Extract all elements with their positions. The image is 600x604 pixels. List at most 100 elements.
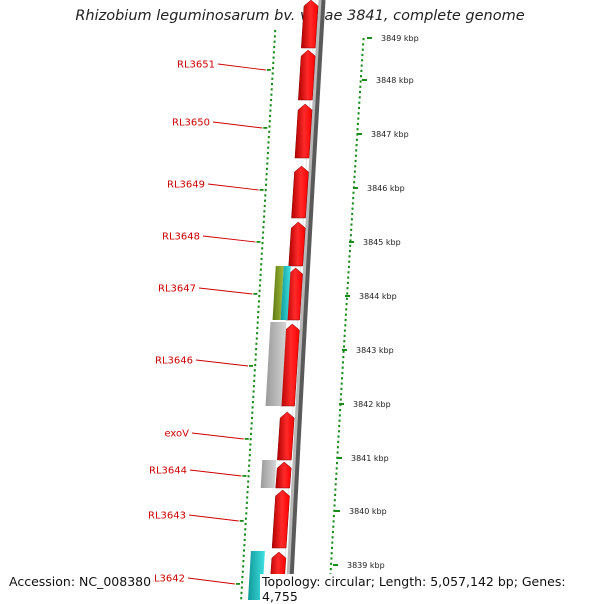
gc-dot bbox=[266, 168, 268, 170]
gc-dot bbox=[352, 197, 354, 199]
forward-cds-arrow bbox=[295, 104, 312, 158]
gene-tick bbox=[242, 475, 246, 477]
gc-dot bbox=[242, 565, 244, 567]
kbp-tick bbox=[345, 295, 350, 297]
gc-dot bbox=[274, 41, 276, 43]
kbp-label: 3839 kbp bbox=[347, 561, 385, 570]
forward-cds-arrow bbox=[277, 412, 294, 460]
gc-dot bbox=[241, 587, 243, 589]
gc-dot bbox=[267, 157, 269, 159]
gc-dot bbox=[360, 75, 362, 77]
gc-dot bbox=[257, 322, 259, 324]
gc-dot bbox=[355, 155, 357, 157]
forward-cds-arrow bbox=[301, 0, 318, 48]
gc-dot bbox=[259, 284, 261, 286]
gc-dot bbox=[332, 531, 334, 533]
forward-cds-arrow bbox=[289, 222, 306, 266]
gc-dot bbox=[247, 491, 249, 493]
gc-dot bbox=[257, 316, 259, 318]
gc-dot bbox=[259, 290, 261, 292]
gc-dot bbox=[251, 412, 253, 414]
gc-dot bbox=[331, 542, 333, 544]
gc-dot bbox=[357, 123, 359, 125]
gc-dot bbox=[243, 555, 245, 557]
forward-cds-arrow bbox=[298, 50, 315, 100]
gc-dot bbox=[343, 340, 345, 342]
gc-dot bbox=[356, 139, 358, 141]
gc-dot bbox=[245, 518, 247, 520]
gc-dot bbox=[270, 104, 272, 106]
gc-dot bbox=[244, 528, 246, 530]
gc-dot bbox=[245, 512, 247, 514]
kbp-tick bbox=[339, 403, 344, 405]
gc-dot bbox=[345, 314, 347, 316]
gc-dot bbox=[346, 292, 348, 294]
gc-dot bbox=[332, 526, 334, 528]
gc-dot bbox=[332, 536, 334, 538]
kbp-label: 3840 kbp bbox=[349, 507, 387, 516]
gc-dot bbox=[339, 409, 341, 411]
gc-dot bbox=[252, 406, 254, 408]
gc-dot bbox=[355, 160, 357, 162]
gc-dot bbox=[250, 438, 252, 440]
gc-dot bbox=[263, 216, 265, 218]
gc-dot bbox=[261, 247, 263, 249]
kbp-tick bbox=[349, 241, 354, 243]
kbp-label: 3841 kbp bbox=[351, 454, 389, 463]
gc-dot bbox=[242, 560, 244, 562]
gc-dot bbox=[258, 300, 260, 302]
gc-dot bbox=[266, 163, 268, 165]
gc-dot bbox=[250, 428, 252, 430]
gene-label: RL3649 bbox=[167, 180, 205, 191]
gc-dot bbox=[258, 295, 260, 297]
leader-line bbox=[190, 470, 241, 476]
gc-dot bbox=[345, 308, 347, 310]
leader-line bbox=[208, 184, 259, 190]
gc-dot bbox=[331, 547, 333, 549]
gc-dot bbox=[345, 319, 347, 321]
gc-dot bbox=[361, 59, 363, 61]
gc-dot bbox=[274, 35, 276, 37]
gene-tick bbox=[245, 438, 249, 440]
leader-line bbox=[203, 236, 255, 242]
gc-dot bbox=[336, 467, 338, 469]
kbp-label: 3845 kbp bbox=[363, 238, 401, 247]
gc-dot bbox=[256, 337, 258, 339]
gc-dot bbox=[265, 184, 267, 186]
gc-dot bbox=[359, 96, 361, 98]
gc-dot bbox=[352, 202, 354, 204]
gc-dot bbox=[333, 510, 335, 512]
gc-dot bbox=[258, 306, 260, 308]
gc-dot bbox=[248, 465, 250, 467]
gc-dot bbox=[334, 499, 336, 501]
gc-dot bbox=[241, 581, 243, 583]
gc-dot bbox=[273, 57, 275, 59]
gc-dot bbox=[362, 43, 364, 45]
gc-dot bbox=[340, 393, 342, 395]
gc-dot bbox=[267, 147, 269, 149]
gc-dot bbox=[349, 255, 351, 257]
gc-dot bbox=[255, 343, 257, 345]
gc-dot bbox=[348, 271, 350, 273]
gc-dot bbox=[254, 369, 256, 371]
gc-dot bbox=[335, 478, 337, 480]
gc-dot bbox=[343, 345, 345, 347]
gc-dot bbox=[273, 46, 275, 48]
kbp-tick bbox=[333, 564, 338, 566]
gc-dot bbox=[353, 192, 355, 194]
forward-cds-arrow bbox=[292, 166, 309, 218]
gc-dot bbox=[260, 263, 262, 265]
gene-tick bbox=[253, 293, 257, 295]
gc-dot bbox=[269, 110, 271, 112]
gc-dot bbox=[346, 303, 348, 305]
kbp-tick bbox=[335, 510, 340, 512]
gc-dot bbox=[248, 470, 250, 472]
gc-dot bbox=[257, 311, 259, 313]
gc-dot bbox=[362, 49, 364, 51]
gc-dot bbox=[350, 234, 352, 236]
gene-tick bbox=[267, 69, 271, 71]
gc-dot bbox=[341, 372, 343, 374]
gene-tick bbox=[249, 365, 253, 367]
